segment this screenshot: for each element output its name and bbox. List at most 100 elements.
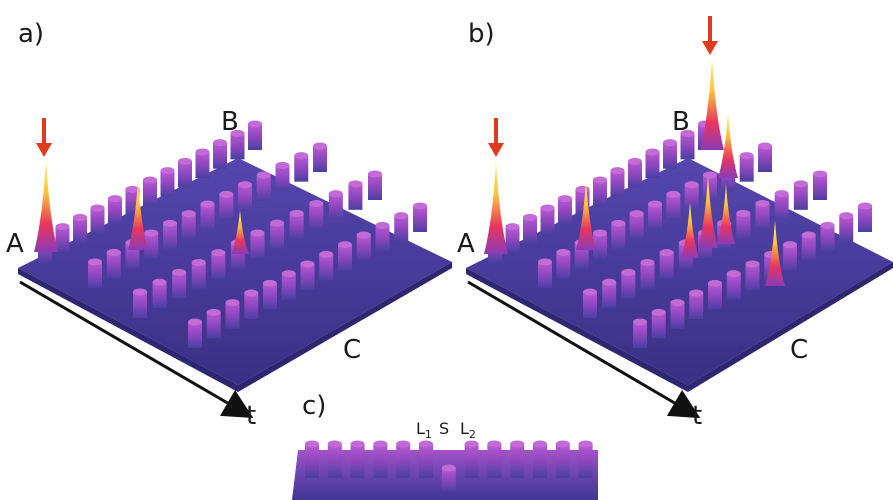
pillar	[256, 171, 271, 201]
pillar	[640, 259, 655, 289]
pillar	[195, 148, 210, 178]
panel-b-marker-arrow-b	[702, 16, 718, 55]
pillar	[178, 157, 192, 188]
pillar	[755, 200, 770, 230]
pillar	[244, 289, 259, 319]
pillar	[578, 440, 593, 478]
pillar	[793, 180, 808, 210]
pillar	[143, 176, 157, 206]
pillar	[160, 167, 175, 197]
peak	[484, 162, 508, 254]
pillar	[680, 129, 695, 160]
panel-b: b) A B C t	[457, 16, 893, 431]
pillar	[413, 202, 427, 232]
panel-a: a) A B C t	[6, 19, 452, 431]
pillar	[801, 231, 816, 261]
pillar	[651, 308, 666, 339]
pillar	[368, 170, 382, 200]
pillar	[556, 248, 571, 279]
pillar	[248, 120, 262, 150]
pillar	[163, 219, 177, 250]
pillar	[583, 288, 597, 318]
panel-a-peaks	[34, 160, 249, 254]
pillar	[270, 219, 285, 250]
pillar	[684, 181, 699, 211]
peak	[698, 176, 718, 248]
pillar	[90, 204, 105, 234]
pillar	[305, 440, 319, 478]
panel-a-label: a)	[18, 19, 44, 49]
pillar	[629, 210, 644, 240]
pillar	[523, 213, 537, 244]
panel-b-axis-label: t	[692, 401, 702, 431]
pillar	[813, 170, 827, 200]
pillar	[708, 279, 722, 310]
pillar	[275, 161, 290, 192]
pillar	[219, 190, 234, 221]
panel-b-time-axis	[467, 280, 701, 419]
pillar	[659, 249, 674, 279]
pillar	[396, 440, 411, 478]
pillar	[783, 241, 797, 271]
panel-c-pillar-row	[305, 440, 593, 492]
peak	[765, 220, 785, 286]
panel-b-surface	[466, 158, 893, 385]
pillar	[230, 129, 245, 160]
pillar	[172, 268, 187, 299]
pillar	[55, 223, 70, 253]
pillar	[356, 231, 371, 261]
pillar	[419, 440, 433, 478]
pillar	[610, 167, 625, 197]
pillar-s	[441, 464, 456, 492]
panel-a-corner-b: B	[221, 107, 239, 137]
pillar	[726, 270, 741, 300]
pillar	[144, 229, 159, 259]
pillar	[289, 209, 304, 240]
panel-b-corner-a: A	[457, 229, 475, 259]
panel-a-axis-label: t	[246, 401, 256, 431]
pillar	[663, 139, 677, 169]
pillar	[294, 152, 309, 182]
pillar	[188, 318, 202, 348]
panel-c-label: c)	[302, 391, 326, 421]
pillar	[739, 152, 754, 182]
panel-c: c) L1 S L2	[292, 391, 598, 500]
pillar	[487, 440, 502, 478]
pillar	[593, 176, 607, 206]
pillar	[106, 248, 121, 279]
pillar	[758, 142, 772, 172]
panel-a-corner-c: C	[343, 335, 361, 365]
pillar	[745, 260, 760, 290]
peak	[34, 160, 58, 252]
pillar	[555, 440, 570, 478]
pillar	[300, 260, 315, 290]
panel-b-corner-b: B	[672, 107, 690, 137]
panel-b-peaks	[484, 58, 785, 286]
pillar	[611, 219, 626, 250]
peak	[718, 112, 738, 178]
panel-a-surface	[18, 158, 452, 385]
pillar	[774, 190, 789, 220]
pillar	[510, 440, 525, 478]
pillar	[602, 278, 617, 309]
pillar	[645, 148, 660, 178]
pillar	[839, 212, 854, 242]
panel-c-marker-l1: L1	[416, 419, 432, 441]
pillar	[375, 221, 390, 252]
pillar	[313, 142, 327, 172]
panel-b-marker-arrow-a	[488, 118, 504, 157]
pillar	[200, 200, 215, 230]
pillar	[538, 258, 552, 288]
pillar	[464, 440, 479, 478]
pillar	[505, 223, 520, 253]
pillar	[328, 190, 343, 220]
pillar	[319, 250, 334, 281]
pillar	[670, 299, 685, 329]
pillar	[348, 180, 363, 210]
pillar	[263, 279, 277, 310]
pillar	[133, 288, 147, 318]
peak	[681, 202, 699, 258]
pillar	[736, 209, 751, 240]
pillar	[191, 259, 206, 289]
